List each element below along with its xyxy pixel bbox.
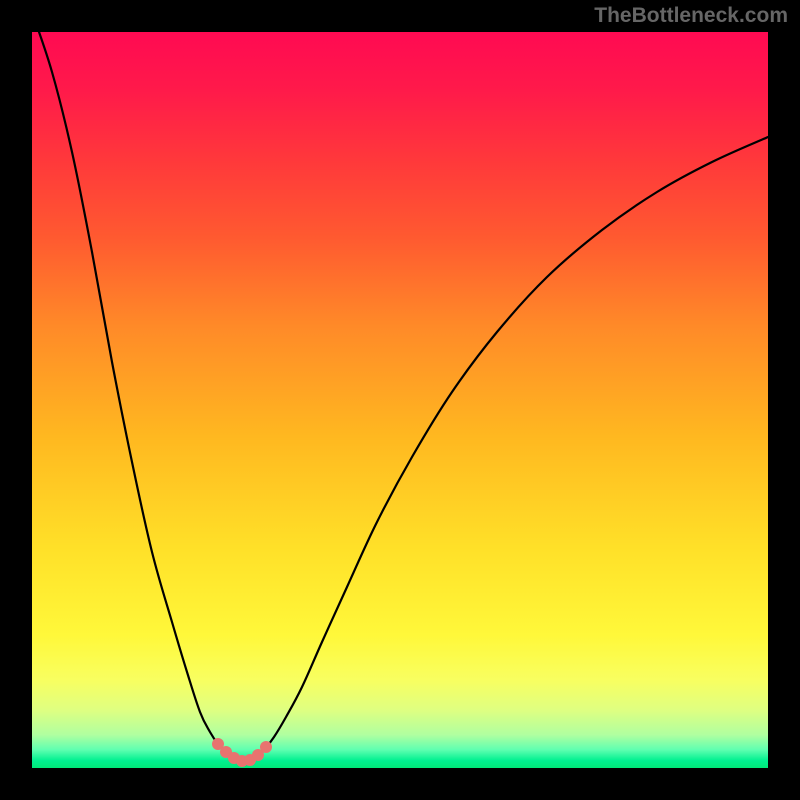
curve-path bbox=[32, 32, 768, 761]
optimal-marker-point bbox=[260, 741, 272, 753]
chart-frame: TheBottleneck.com bbox=[0, 0, 800, 800]
optimal-markers bbox=[212, 738, 272, 767]
plot-area bbox=[32, 32, 768, 768]
bottleneck-curve bbox=[32, 32, 768, 768]
watermark-text: TheBottleneck.com bbox=[594, 4, 788, 28]
